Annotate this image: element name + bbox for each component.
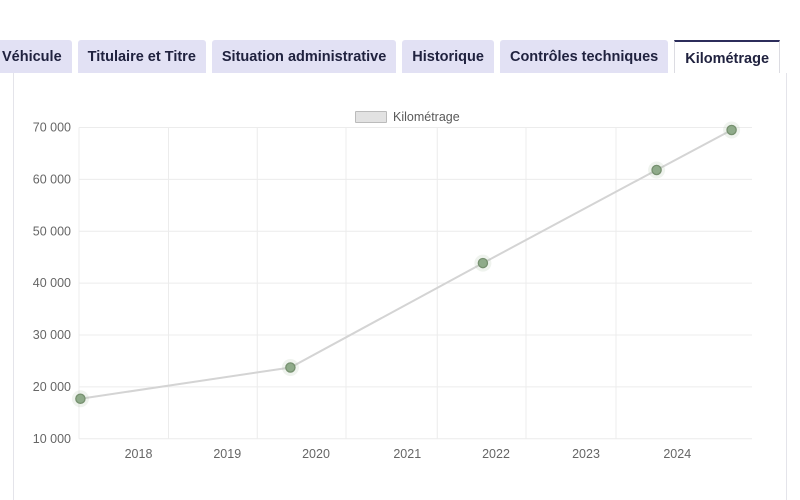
svg-text:50 000: 50 000 xyxy=(33,224,71,238)
svg-text:40 000: 40 000 xyxy=(33,276,71,290)
svg-text:60 000: 60 000 xyxy=(33,172,71,186)
svg-text:70 000: 70 000 xyxy=(33,121,71,135)
svg-text:2021: 2021 xyxy=(393,447,421,461)
svg-text:2019: 2019 xyxy=(213,447,241,461)
svg-text:10 000: 10 000 xyxy=(33,432,71,446)
svg-text:2024: 2024 xyxy=(663,447,691,461)
svg-text:20 000: 20 000 xyxy=(33,380,71,394)
svg-text:2023: 2023 xyxy=(572,447,600,461)
svg-text:2022: 2022 xyxy=(482,447,510,461)
svg-text:2020: 2020 xyxy=(302,447,330,461)
svg-text:2018: 2018 xyxy=(125,447,153,461)
svg-text:30 000: 30 000 xyxy=(33,328,71,342)
